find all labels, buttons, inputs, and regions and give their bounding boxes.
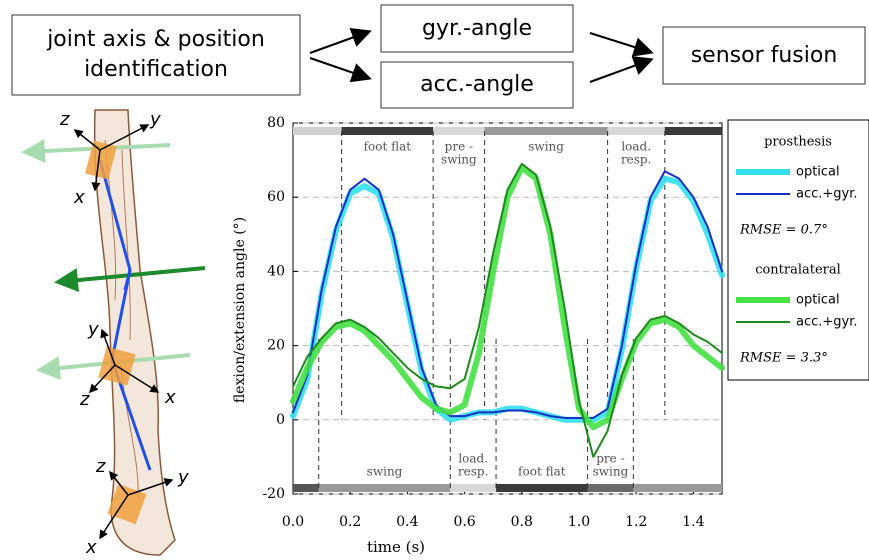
phase-label: swing bbox=[593, 465, 629, 479]
phase-bar bbox=[607, 127, 665, 135]
leg-outline bbox=[93, 109, 176, 556]
phase-label: foot flat bbox=[364, 140, 412, 154]
node-label: gyr.-angle bbox=[422, 16, 532, 41]
axis-letter: x bbox=[85, 537, 97, 558]
y-tick-label: 0 bbox=[276, 412, 285, 428]
legend-rmse: RMSE = 0.7° bbox=[739, 223, 828, 238]
position-vector bbox=[123, 269, 132, 291]
sensor bbox=[85, 140, 117, 180]
sensor-frames bbox=[73, 124, 174, 540]
phase-label: swing bbox=[367, 465, 403, 479]
x-axis-title: time (s) bbox=[367, 538, 425, 556]
data-line bbox=[290, 175, 725, 423]
sensor bbox=[107, 483, 147, 525]
phase-bar bbox=[433, 127, 485, 135]
x-tick-label: 1.4 bbox=[682, 514, 704, 530]
frame-labels: z y x y z x z y x bbox=[59, 109, 189, 558]
plot-frame bbox=[292, 122, 723, 495]
phase-label: swing bbox=[441, 153, 477, 167]
data-line bbox=[292, 170, 723, 419]
position-vector bbox=[98, 159, 152, 471]
legend-rmse: RMSE = 3.3° bbox=[739, 351, 828, 366]
phase-bar bbox=[587, 484, 634, 492]
legend-box bbox=[727, 119, 869, 381]
phase-label: pre - bbox=[596, 452, 624, 466]
node-label: acc.-angle bbox=[420, 72, 534, 97]
node-label: joint axis & position bbox=[46, 27, 265, 52]
arrow bbox=[589, 56, 654, 83]
phase-label: foot flat bbox=[518, 465, 566, 479]
x-tick-label: 1.0 bbox=[568, 514, 590, 530]
node-box bbox=[380, 4, 574, 53]
phase-bar bbox=[293, 484, 319, 492]
legend-group-title: prosthesis bbox=[764, 135, 832, 150]
y-tick-label: 60 bbox=[267, 189, 285, 205]
phase-bar bbox=[293, 127, 342, 135]
axis-letter: y bbox=[149, 109, 161, 130]
arrow bbox=[309, 28, 372, 54]
axis-letter: x bbox=[73, 187, 85, 208]
legend-label: optical bbox=[796, 165, 840, 180]
phase-bar bbox=[318, 484, 451, 492]
arrow bbox=[589, 32, 654, 57]
phase-label: resp. bbox=[458, 465, 489, 479]
axis-letter: z bbox=[95, 456, 106, 477]
node-box bbox=[662, 26, 866, 85]
phase-bar bbox=[450, 484, 497, 492]
y-tick-label: 80 bbox=[267, 115, 285, 131]
y-tick-label: 40 bbox=[267, 263, 285, 279]
node-label: sensor fusion bbox=[691, 43, 838, 68]
data-line bbox=[292, 162, 723, 458]
legend-label: acc.+gyr. bbox=[796, 187, 858, 202]
phase-label: resp. bbox=[621, 153, 652, 167]
joint-axis bbox=[54, 266, 206, 293]
axis-letter: z bbox=[59, 109, 70, 130]
chart: time (s) flexion/extension angle (°) -20… bbox=[232, 115, 869, 556]
data-line bbox=[290, 164, 725, 431]
legend-label: optical bbox=[796, 293, 840, 308]
y-tick-label: 20 bbox=[267, 338, 285, 354]
phase-bar bbox=[484, 127, 608, 135]
phase-bar bbox=[633, 484, 722, 492]
phase-bar bbox=[341, 127, 434, 135]
node-box bbox=[11, 14, 301, 96]
node-label: identification bbox=[84, 57, 228, 82]
axis-letter: z bbox=[79, 389, 90, 410]
phase-bar bbox=[496, 484, 588, 492]
y-axis-title: flexion/extension angle (°) bbox=[232, 217, 248, 403]
x-tick-label: 0.2 bbox=[339, 514, 361, 530]
phase-label: load. bbox=[458, 452, 488, 466]
node-box bbox=[380, 61, 574, 109]
legend-label: acc.+gyr. bbox=[796, 315, 858, 330]
phase-label: load. bbox=[621, 140, 651, 154]
phase-bar bbox=[664, 127, 722, 135]
legend-group-title: contralateral bbox=[755, 263, 841, 278]
phase-label: pre - bbox=[445, 140, 473, 154]
x-tick-label: 0.6 bbox=[453, 514, 475, 530]
arrow bbox=[309, 57, 372, 83]
y-tick-label: -20 bbox=[262, 486, 285, 502]
x-tick-label: 0.0 bbox=[282, 514, 304, 530]
flowchart: joint axis & position identification gyr… bbox=[11, 4, 866, 109]
x-tick-label: 0.4 bbox=[396, 514, 418, 530]
phase-label: swing bbox=[528, 140, 564, 154]
axis-letter: y bbox=[177, 467, 189, 488]
axis-letter: x bbox=[164, 387, 176, 408]
x-tick-label: 1.2 bbox=[625, 514, 647, 530]
x-tick-label: 0.8 bbox=[511, 514, 533, 530]
leg-illustration: z y x y z x z y x bbox=[21, 109, 206, 558]
axis-letter: y bbox=[87, 319, 99, 340]
